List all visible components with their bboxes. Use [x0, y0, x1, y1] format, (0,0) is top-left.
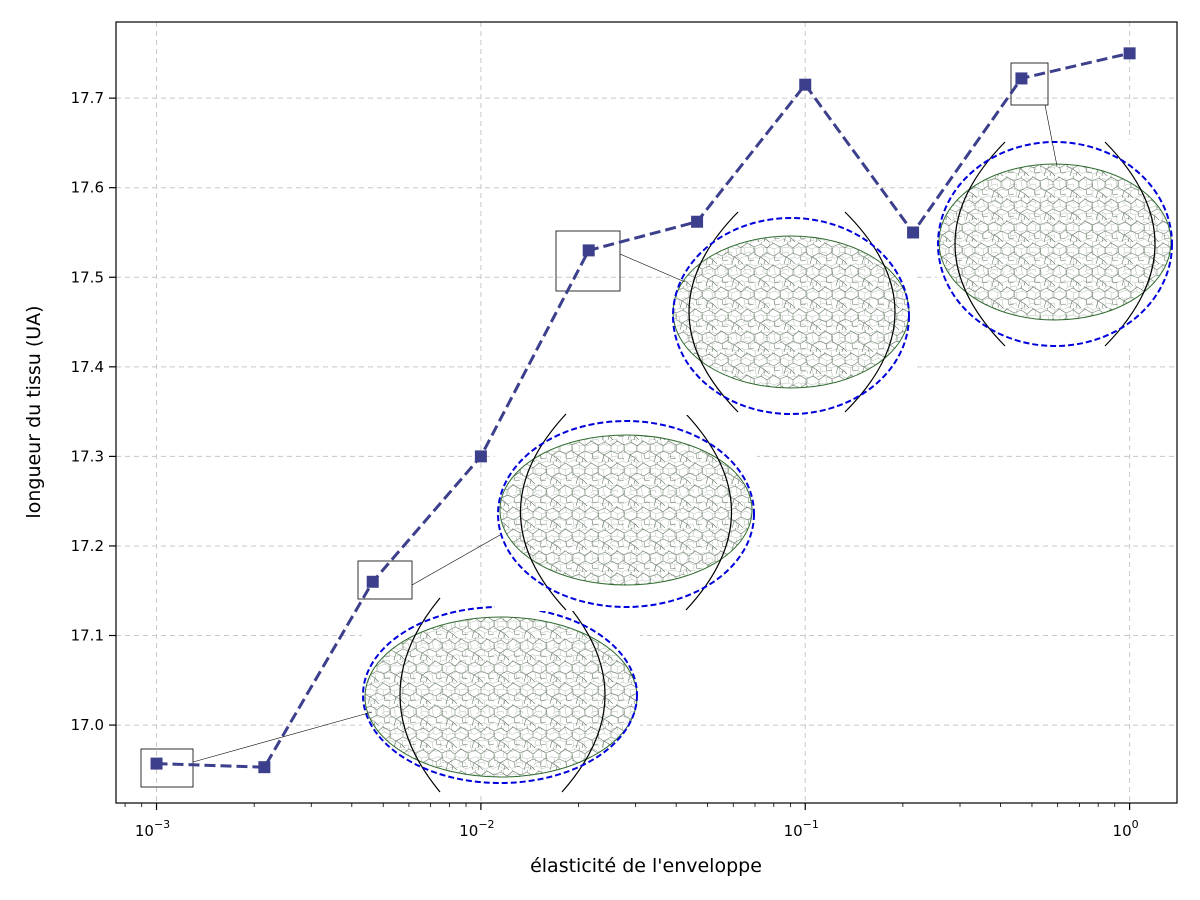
tissue-insets: [362, 140, 1175, 795]
y-tick-label: 17.2: [71, 537, 104, 555]
data-point: [258, 761, 270, 773]
x-tick-label: 10−3: [135, 818, 170, 840]
data-point: [691, 216, 703, 228]
data-point: [799, 79, 811, 91]
y-tick-label: 17.7: [71, 89, 104, 107]
y-axis-label: longueur du tissu (UA): [23, 305, 45, 518]
x-tick-label: 10−1: [784, 818, 819, 840]
y-tick-label: 17.6: [71, 179, 104, 197]
tissue-shape-texture: [365, 617, 637, 777]
tissue-shape-texture: [500, 435, 752, 585]
grid: [116, 22, 1177, 803]
tissue-inset-3: [670, 212, 915, 415]
leader-box-3: [556, 231, 620, 291]
data-point: [1124, 47, 1136, 59]
leader-line-1: [193, 712, 372, 762]
x-tick-label: 10−2: [459, 818, 494, 840]
data-point: [367, 576, 379, 588]
x-axis-label: élasticité de l'enveloppe: [530, 855, 762, 877]
data-point: [583, 244, 595, 256]
y-tick-label: 17.0: [71, 716, 104, 734]
x-tick-label: 100: [1113, 818, 1139, 840]
y-tick-label: 17.1: [71, 627, 104, 645]
data-point: [907, 226, 919, 238]
tissue-inset-4: [937, 140, 1175, 348]
tissue-inset-1: [362, 598, 640, 795]
y-axis-ticks: 17.0 17.1 17.2 17.3 17.4 17.5 17.6 17.7: [71, 89, 116, 734]
leader-box-1: [141, 749, 193, 787]
y-tick-label: 17.5: [71, 268, 104, 286]
tissue-shape-texture: [673, 236, 909, 388]
y-tick-label: 17.3: [71, 447, 104, 465]
data-point: [151, 758, 163, 770]
y-tick-label: 17.4: [71, 358, 104, 376]
tissue-shape-texture: [939, 164, 1171, 320]
leader-line-2: [412, 535, 500, 585]
x-axis-ticks: 10−3 10−2 10−1 100: [125, 803, 1139, 840]
data-point: [1015, 72, 1027, 84]
plot-frame: [116, 22, 1177, 803]
data-point: [475, 450, 487, 462]
tissue-inset-2: [495, 414, 757, 611]
